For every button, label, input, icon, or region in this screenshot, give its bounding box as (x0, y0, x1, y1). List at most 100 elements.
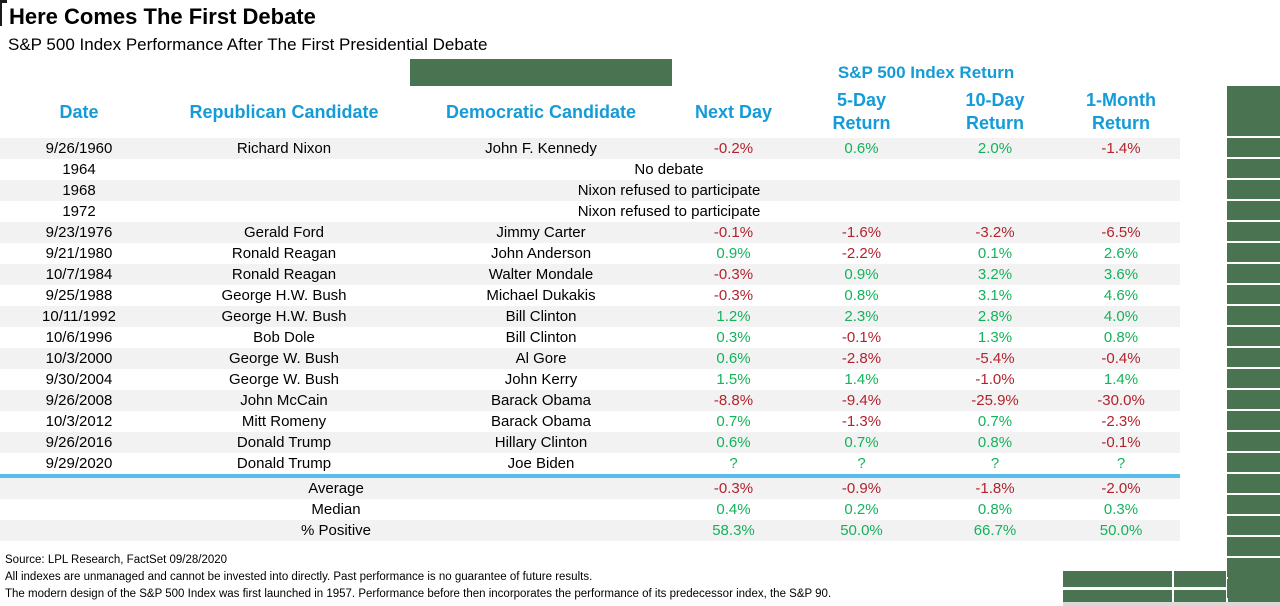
date-cell: 9/26/2016 (45, 434, 113, 451)
republican-cell: Ronald Reagan (231, 266, 337, 283)
democrat-cell: John F. Kennedy (485, 140, 597, 157)
return-cell: -2.8% (841, 350, 882, 367)
democrat-cell: Barack Obama (490, 392, 592, 409)
table-row: 10/3/2012 Mitt Romeny Barack Obama 0.7% -1.3… (0, 411, 1180, 432)
democrat-cell: Bill Clinton (505, 308, 577, 325)
return-cell: 2.6% (1103, 245, 1139, 262)
note-cell: Nixon refused to participate (577, 203, 761, 220)
bottom-green-cell (1228, 590, 1280, 602)
return-cell: 1.4% (844, 371, 879, 388)
republican-cell: Mitt Romeny (241, 413, 327, 430)
return-cell: 4.0% (1103, 308, 1139, 325)
green-block (1227, 264, 1280, 283)
crop-artifact (0, 0, 2, 26)
disclaimer-line: All indexes are unmanaged and cannot be … (5, 571, 593, 584)
table-row: 10/6/1996 Bob Dole Bill Clinton 0.3% -0.1% 1.… (0, 327, 1180, 348)
column-header-republican: Republican Candidate (189, 101, 379, 122)
column-header-next-day: Next Day (694, 101, 773, 122)
date-cell: 10/3/2012 (45, 413, 113, 430)
republican-cell: Richard Nixon (236, 140, 332, 157)
democrat-cell: Bill Clinton (505, 329, 577, 346)
summary-label: Average (308, 480, 364, 497)
green-block (1227, 453, 1280, 472)
return-cell: ? (1116, 455, 1126, 472)
source-line: Source: LPL Research, FactSet 09/28/2020 (5, 554, 228, 566)
performance-table: S&P 500 Index Return Date Republican Can… (0, 59, 1181, 541)
return-cell: -1.0% (975, 371, 1015, 388)
disclaimer-line: The modern design of the S&P 500 Index w… (5, 588, 832, 601)
republican-cell: Bob Dole (253, 329, 315, 346)
group-header: S&P 500 Index Return (837, 62, 1015, 82)
republican-cell: Ronald Reagan (231, 245, 337, 262)
return-cell: 2.3% (844, 308, 879, 325)
return-cell: 1.4% (1103, 371, 1139, 388)
return-cell: 0.6% (716, 350, 751, 367)
return-cell: 0.9% (716, 245, 751, 262)
return-cell: 1.5% (716, 371, 751, 388)
summary-return-cell: -2.0% (1101, 480, 1141, 497)
return-cell: 2.8% (977, 308, 1013, 325)
return-cell: -0.1% (841, 329, 882, 346)
green-block (1227, 222, 1280, 241)
table-row: 9/26/1960 Richard Nixon John F. Kennedy -0.… (0, 138, 1181, 159)
table-row: 9/29/2020 Donald Trump Joe Biden???? (0, 453, 1180, 474)
column-header-10-day: 10-Day Return (965, 90, 1025, 133)
return-cell: 1.2% (716, 308, 751, 325)
return-cell: -0.3% (713, 287, 754, 304)
empty-cell (0, 59, 158, 86)
green-block (1227, 516, 1280, 535)
return-cell: 0.9% (844, 266, 879, 283)
return-cell: 0.7% (844, 434, 879, 451)
return-cell: 0.8% (977, 434, 1013, 451)
republican-cell: George W. Bush (228, 371, 340, 388)
bottom-green-cell (1174, 590, 1226, 602)
democrat-cell: Joe Biden (507, 455, 575, 472)
table-body: 9/26/1960 Richard Nixon John F. Kennedy -0.… (0, 138, 1181, 541)
summary-return-cell: 0.3% (1103, 501, 1139, 518)
green-block (1227, 495, 1280, 514)
table-row: 1972 Nixon refused to participate (0, 201, 1180, 222)
date-cell: 9/29/2020 (45, 455, 113, 472)
green-block (1227, 411, 1280, 430)
summary-row: Average -0.3% -0.9% -1.8% -2.0% (0, 478, 1181, 499)
return-cell: -0.2% (713, 140, 754, 157)
green-block (1227, 432, 1280, 451)
table-row: 9/26/2008 John McCain Barack Obama -8.8% -9.… (0, 390, 1181, 411)
return-cell: -1.6% (841, 224, 882, 241)
green-accent-bar (410, 59, 672, 86)
summary-return-cell: 50.0% (840, 522, 883, 539)
bottom-green-cell (1063, 571, 1172, 587)
bottom-green-cell (1174, 571, 1226, 587)
date-cell: 1968 (62, 182, 96, 199)
table-row: 10/11/1992 George H.W. Bush Bill Clinton 1.… (0, 306, 1181, 327)
group-header-row: S&P 500 Index Return (0, 59, 1180, 86)
return-cell: 0.6% (716, 434, 751, 451)
return-cell: ? (729, 455, 738, 472)
democrat-cell: Barack Obama (490, 413, 592, 430)
return-cell: 0.7% (716, 413, 751, 430)
page-title: Here Comes The First Debate (9, 4, 316, 29)
return-cell: -25.9% (971, 392, 1019, 409)
bottom-green-cell (1063, 590, 1172, 602)
green-block (1227, 285, 1280, 304)
table-row: 10/7/1984 Ronald Reagan Walter Mondale -0.3… (0, 264, 1181, 285)
column-header-5-day: 5-Day Return (832, 90, 891, 133)
return-cell: ? (990, 455, 1000, 472)
date-cell: 1972 (62, 203, 96, 220)
divider-line (0, 474, 1181, 478)
republican-cell: Gerald Ford (243, 224, 325, 241)
summary-return-cell: 0.8% (977, 501, 1013, 518)
green-block (1227, 306, 1280, 325)
page-subtitle: S&P 500 Index Performance After The Firs… (8, 35, 488, 54)
summary-return-cell: 66.7% (973, 522, 1017, 539)
return-cell: -6.5% (1101, 224, 1141, 241)
summary-return-cell: 0.2% (844, 501, 879, 518)
table-row: 10/3/2000 George W. Bush Al Gore 0.6% -2.8% -… (0, 348, 1181, 369)
date-cell: 10/3/2000 (45, 350, 113, 367)
return-cell: 0.7% (977, 413, 1013, 430)
return-cell: -30.0% (1097, 392, 1145, 409)
table-row: 9/26/2016 Donald Trump Hillary Clinton 0.6%… (0, 432, 1181, 453)
summary-label: % Positive (300, 522, 372, 539)
republican-cell: George H.W. Bush (221, 287, 347, 304)
